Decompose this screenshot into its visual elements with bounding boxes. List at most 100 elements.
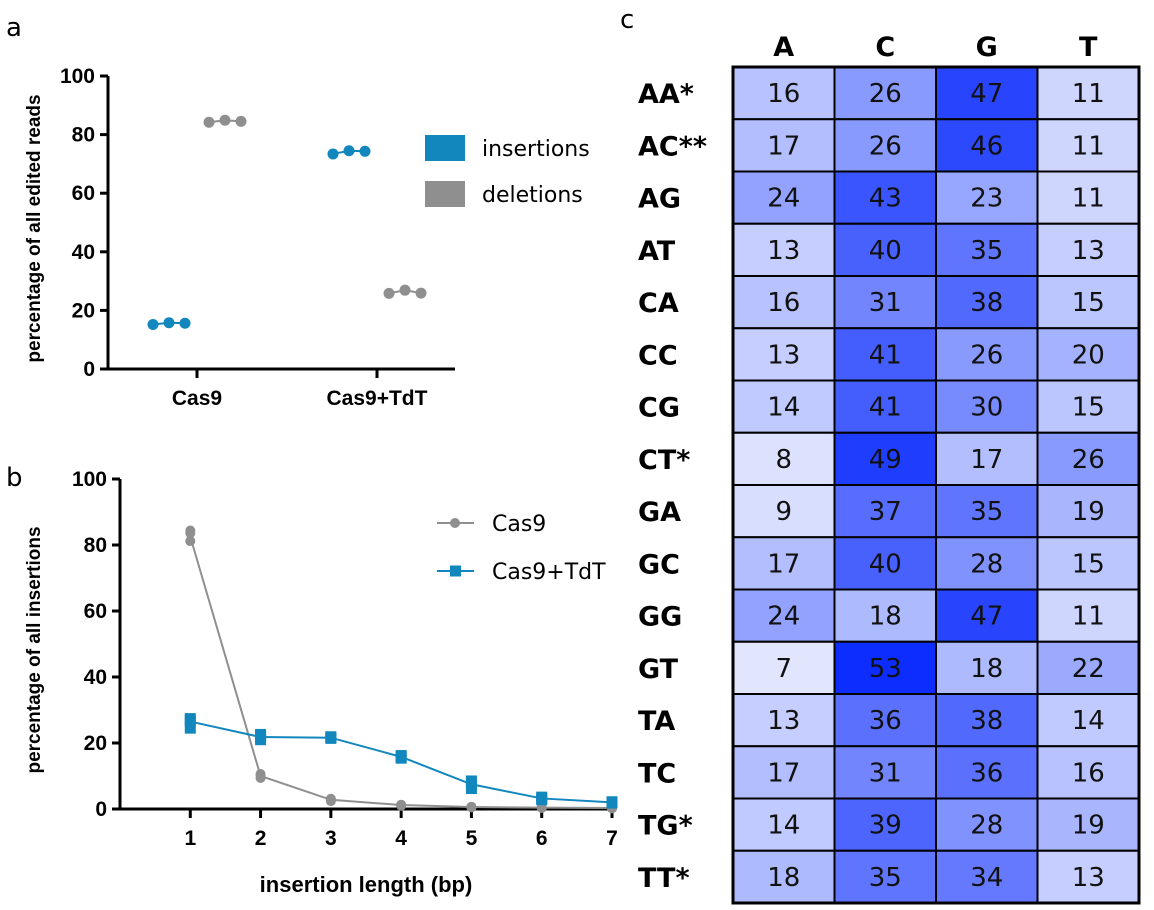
- panel-b-y-tick-label: 20: [84, 732, 107, 755]
- panel-letter-c: c: [620, 5, 634, 35]
- heatmap-cell-value: 17: [767, 131, 800, 161]
- panel-letter-b: b: [6, 463, 23, 493]
- heatmap-cell-value: 15: [1072, 549, 1105, 579]
- heatmap-cell-value: 13: [767, 706, 800, 736]
- panel-b-legend-marker-Cas9: [450, 518, 460, 528]
- heatmap-cell-value: 38: [970, 288, 1003, 318]
- heatmap-cell-value: 26: [869, 131, 902, 161]
- heatmap-cell-value: 20: [1072, 340, 1105, 370]
- panel-b-marker-Cas9+TdT: [325, 731, 337, 743]
- heatmap-row-label: AA*: [638, 79, 694, 110]
- panel-a-point-deletions: [203, 116, 215, 128]
- heatmap-cell: [935, 379, 1039, 434]
- heatmap-cell-value: 14: [767, 393, 800, 423]
- heatmap-cell-value: 24: [767, 602, 800, 632]
- heatmap-cell: [1036, 536, 1140, 591]
- heatmap-cell: [935, 588, 1039, 643]
- heatmap-cell: [1036, 170, 1140, 225]
- heatmap-cell: [833, 222, 937, 277]
- panel-b-marker-Cas9: [325, 793, 336, 804]
- heatmap-cell-value: 17: [970, 445, 1003, 475]
- panel-a-point-deletions: [383, 287, 395, 299]
- heatmap-cell: [833, 693, 937, 748]
- heatmap-cell-value: 13: [1072, 863, 1105, 893]
- panel-a-point-insertions: [327, 148, 339, 160]
- heatmap-cell-value: 17: [767, 549, 800, 579]
- heatmap-border: [731, 65, 1141, 905]
- panel-b-y-tick-label: 100: [72, 468, 107, 491]
- heatmap-cell-value: 26: [970, 340, 1003, 370]
- heatmap-cell-value: 15: [1072, 288, 1105, 318]
- heatmap-cell-value: 30: [970, 393, 1003, 423]
- panel-b-marker-Cas9+TdT: [395, 750, 407, 762]
- heatmap-cell-value: 34: [970, 863, 1003, 893]
- panel-a-y-tick-label: 80: [72, 124, 95, 147]
- heatmap-column-header-A: A: [773, 32, 794, 63]
- panel-a-point-insertions: [343, 145, 355, 157]
- panel-a-points: [147, 114, 427, 330]
- heatmap-cell: [732, 745, 836, 800]
- heatmap-cell: [935, 118, 1039, 173]
- heatmap-cell: [833, 745, 937, 800]
- panel-a-legend-label-deletions: deletions: [482, 183, 583, 208]
- heatmap-cell: [833, 536, 937, 591]
- heatmap-cell-value: 22: [1072, 654, 1105, 684]
- heatmap-cell-value: 16: [767, 288, 800, 318]
- panel-b-marker-Cas9: [185, 536, 196, 547]
- panel-b-marker-Cas9+TdT: [465, 775, 477, 787]
- heatmap-cell-value: 26: [869, 79, 902, 109]
- panel-b-y-axis-title: percentage of all insertions: [24, 526, 45, 773]
- heatmap-cell-value: 17: [767, 758, 800, 788]
- heatmap-cell: [833, 640, 937, 695]
- panel-a-point-deletions: [235, 115, 247, 127]
- heatmap-cell: [1036, 640, 1140, 695]
- heatmap-cell-value: 53: [869, 654, 902, 684]
- heatmap-cell: [1036, 431, 1140, 486]
- panel-b-marker-Cas9+TdT: [184, 713, 196, 725]
- heatmap-cell-value: 35: [970, 497, 1003, 527]
- panel-b-marker-Cas9: [185, 525, 196, 536]
- panel-b-series: [184, 525, 618, 814]
- panel-b-line-chart: 0 20 40 60 80 100 1 2 3 4 5 6 7 Cas9 Cas9+TdT percent…: [24, 468, 618, 897]
- panel-b-x-axis-title: insertion length (bp): [260, 872, 473, 897]
- heatmap-column-header-T: T: [1079, 32, 1098, 63]
- heatmap-cell: [1036, 118, 1140, 173]
- panel-b-axes: 0 20 40 60 80 100 1 2 3 4 5 6 7: [72, 468, 618, 850]
- panel-a-y-tick-label: 0: [83, 358, 95, 381]
- panel-b-marker-Cas9: [466, 801, 477, 812]
- heatmap-cell-value: 14: [1072, 706, 1105, 736]
- heatmap-row-label: CA: [638, 288, 679, 319]
- heatmap-cell-value: 16: [1072, 758, 1105, 788]
- panel-b-x-tick-label: 7: [606, 827, 618, 850]
- heatmap-cell-value: 47: [970, 79, 1003, 109]
- heatmap-cell-value: 40: [869, 236, 902, 266]
- heatmap-cell: [1036, 66, 1140, 121]
- heatmap-cell: [732, 797, 836, 852]
- panel-a-legend-swatch-deletions: [425, 181, 465, 207]
- panel-a-x-tick-label: Cas9+TdT: [327, 387, 428, 410]
- panel-a-point-deletions: [399, 284, 411, 296]
- heatmap-cell-value: 8: [775, 445, 792, 475]
- heatmap-cell-value: 41: [869, 393, 902, 423]
- panel-a-point-insertions: [359, 145, 371, 157]
- panel-b-marker-Cas9+TdT: [606, 796, 618, 808]
- heatmap-cell-value: 11: [1072, 184, 1105, 214]
- panel-a-legend: insertions deletions: [425, 135, 590, 208]
- heatmap-cell-value: 14: [767, 811, 800, 841]
- heatmap-row-label: CT*: [638, 445, 690, 476]
- heatmap-cell: [833, 118, 937, 173]
- panel-a-y-tick-label: 20: [72, 299, 95, 322]
- heatmap-row-label: GC: [638, 549, 680, 580]
- panel-b-x-tick-label: 5: [466, 827, 478, 850]
- heatmap-cell-value: 28: [970, 549, 1003, 579]
- heatmap-row-label: AC**: [638, 131, 707, 162]
- heatmap-cell: [833, 588, 937, 643]
- heatmap-cell-value: 37: [869, 497, 902, 527]
- heatmap-cell-value: 11: [1072, 131, 1105, 161]
- heatmap-row-label: CG: [638, 393, 680, 424]
- heatmap-cell-value: 13: [767, 236, 800, 266]
- heatmap-cell: [935, 693, 1039, 748]
- heatmap-cell-value: 16: [767, 79, 800, 109]
